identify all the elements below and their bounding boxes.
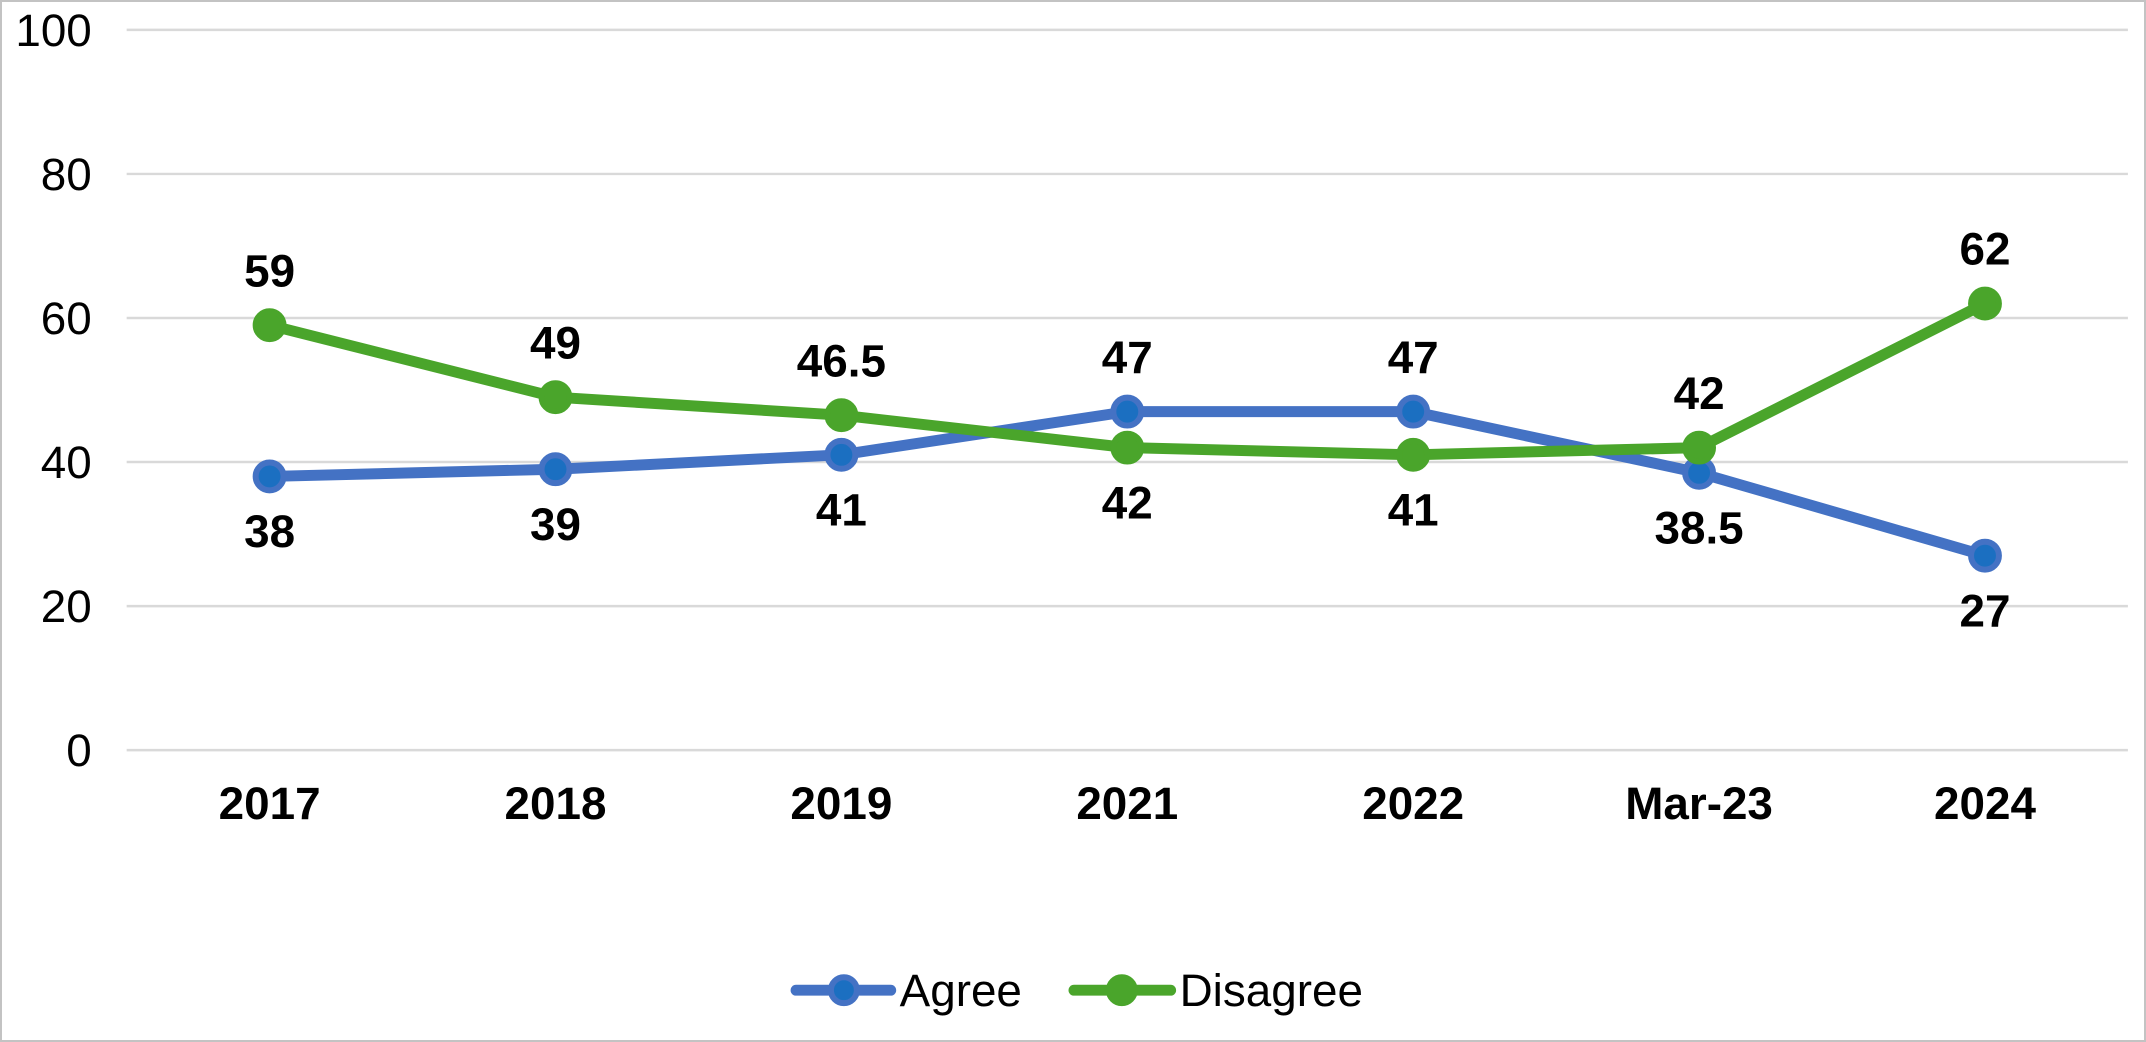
x-axis-tick-label: 2022	[1362, 778, 1464, 829]
legend-label-agree: Agree	[900, 965, 1022, 1016]
data-label: 46.5	[797, 335, 886, 386]
data-point-disagree	[252, 308, 287, 343]
data-label: 62	[1960, 224, 2011, 275]
legend-swatch-marker-agree	[827, 974, 860, 1007]
data-point-disagree	[1110, 430, 1145, 465]
data-point-disagree	[538, 380, 573, 415]
data-point-disagree	[824, 398, 859, 433]
y-axis-tick-label: 20	[41, 581, 92, 632]
data-label: 49	[530, 317, 581, 368]
data-label: 39	[530, 499, 581, 550]
x-axis-tick-label: Mar-23	[1625, 778, 1773, 829]
data-label: 47	[1102, 332, 1153, 383]
data-label: 38	[244, 506, 295, 557]
x-axis-tick-label: 2018	[505, 778, 607, 829]
data-point-agree	[538, 452, 573, 487]
x-axis-tick-label: 2024	[1934, 778, 2036, 829]
data-point-disagree	[1396, 437, 1431, 472]
data-point-agree	[1110, 394, 1145, 429]
data-point-agree	[1968, 538, 2002, 573]
data-label: 47	[1388, 332, 1439, 383]
y-axis-tick-label: 80	[41, 149, 92, 200]
y-axis-tick-label: 40	[41, 437, 92, 488]
data-label: 41	[1388, 485, 1439, 536]
data-label: 59	[244, 245, 295, 296]
data-label: 27	[1960, 585, 2011, 636]
legend-swatch-marker-disagree	[1105, 974, 1138, 1007]
data-point-disagree	[1682, 430, 1717, 465]
x-axis-tick-label: 2017	[219, 778, 321, 829]
data-point-disagree	[1968, 286, 2002, 321]
x-axis-tick-label: 2019	[790, 778, 892, 829]
data-point-agree	[824, 437, 859, 472]
data-point-agree	[1396, 394, 1431, 429]
legend-label-disagree: Disagree	[1180, 965, 1363, 1016]
y-axis-tick-label: 60	[41, 293, 92, 344]
data-label: 41	[816, 485, 867, 536]
y-axis-tick-label: 100	[15, 5, 91, 56]
data-label: 42	[1102, 477, 1153, 528]
data-label: 42	[1674, 368, 1725, 419]
data-point-agree	[252, 459, 287, 494]
data-label: 38.5	[1655, 503, 1744, 554]
y-axis-tick-label: 0	[66, 725, 91, 776]
x-axis-tick-label: 2021	[1076, 778, 1178, 829]
